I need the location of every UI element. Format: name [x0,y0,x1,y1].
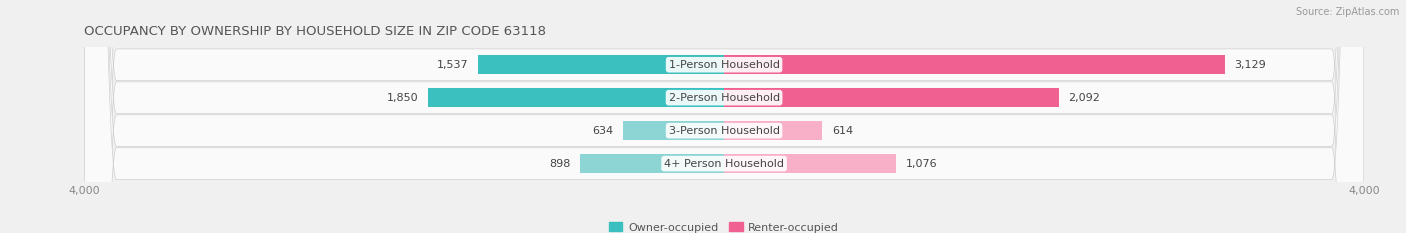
Text: Source: ZipAtlas.com: Source: ZipAtlas.com [1295,7,1399,17]
Text: 1,076: 1,076 [905,159,938,169]
FancyBboxPatch shape [84,0,1364,233]
Text: OCCUPANCY BY OWNERSHIP BY HOUSEHOLD SIZE IN ZIP CODE 63118: OCCUPANCY BY OWNERSHIP BY HOUSEHOLD SIZE… [84,25,547,38]
Bar [478,55,724,74]
Bar [724,121,823,140]
Text: 2-Person Household: 2-Person Household [668,93,780,103]
Text: 1-Person Household: 1-Person Household [669,60,779,70]
Bar [724,88,1059,107]
Text: 614: 614 [832,126,853,136]
Text: 898: 898 [550,159,571,169]
Legend: Owner-occupied, Renter-occupied: Owner-occupied, Renter-occupied [605,218,844,233]
Bar [429,88,724,107]
Text: 4+ Person Household: 4+ Person Household [664,159,785,169]
Text: 634: 634 [592,126,613,136]
Bar [623,121,724,140]
Bar [581,154,724,173]
FancyBboxPatch shape [84,0,1364,233]
Text: 1,850: 1,850 [387,93,419,103]
Text: 1,537: 1,537 [437,60,468,70]
Text: 3-Person Household: 3-Person Household [669,126,779,136]
FancyBboxPatch shape [84,0,1364,233]
Bar [724,55,1225,74]
Bar [724,154,896,173]
FancyBboxPatch shape [84,0,1364,233]
Text: 2,092: 2,092 [1069,93,1099,103]
Text: 3,129: 3,129 [1234,60,1265,70]
